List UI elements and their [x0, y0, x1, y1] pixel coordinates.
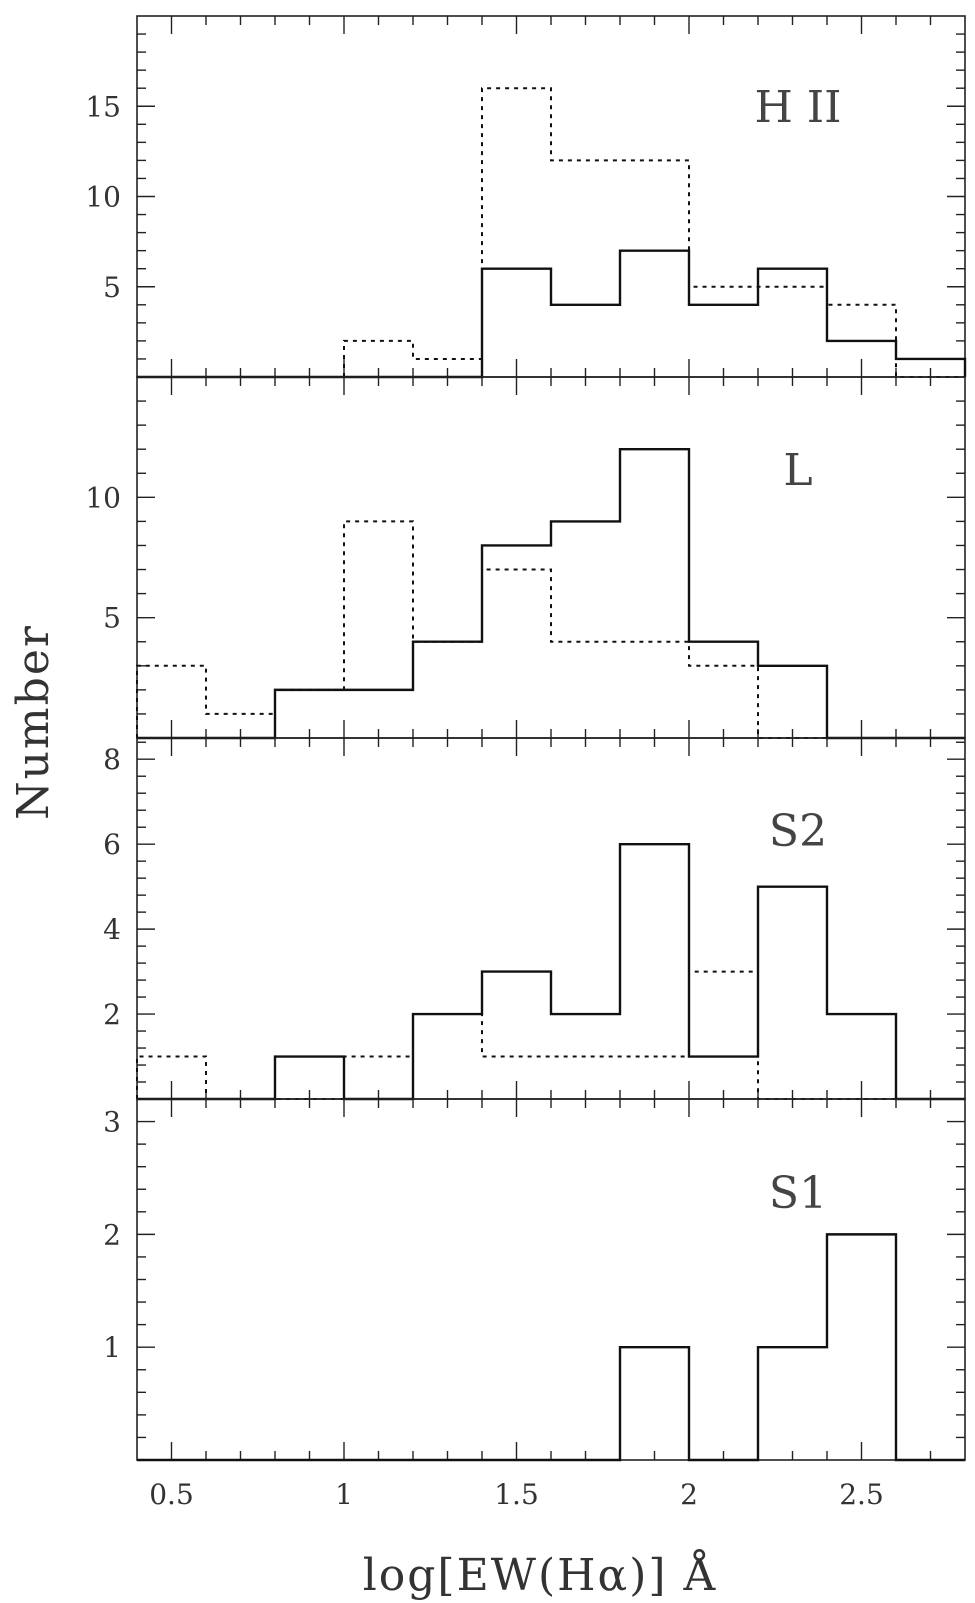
panel-label: S1: [769, 1168, 827, 1219]
panel-frame: [136, 1098, 966, 1461]
x-tick-label: 1.5: [494, 1478, 539, 1511]
x-tick-label: 1: [335, 1478, 353, 1511]
histogram-solid-series: [137, 842, 965, 1101]
histogram-dotted-series: [136, 520, 965, 739]
y-tick-label: 8: [103, 743, 121, 776]
y-axis-title: Number: [8, 624, 59, 820]
panel-label: H II: [754, 82, 841, 133]
y-tick-label: 4: [103, 913, 121, 946]
y-tick-label: 2: [103, 998, 121, 1031]
y-tick-label: 15: [85, 90, 121, 123]
histogram-solid-series: [137, 1233, 965, 1462]
panel-label: L: [783, 445, 812, 496]
y-tick-label: 3: [103, 1106, 121, 1139]
panel-label: S2: [769, 806, 827, 857]
panel-frame: [136, 15, 966, 378]
x-axis-title: log[EW(Hα)] Å: [363, 1548, 718, 1601]
y-tick-label: 5: [103, 271, 121, 304]
y-tick-label: 6: [103, 828, 121, 861]
y-tick-label: 2: [103, 1218, 121, 1251]
panels-group: 5 10 15 H II 5 10 L 2 4 6 8 S2 1 2 3 0.5 1 1.5 2 2.5 S1: [85, 15, 967, 1511]
x-tick-label: 2: [680, 1478, 698, 1511]
y-tick-label: 5: [103, 602, 121, 635]
x-tick-label: 0.5: [149, 1478, 194, 1511]
x-tick-label: 2.5: [839, 1478, 884, 1511]
histogram-solid-series: [137, 249, 967, 379]
panel-frame: [136, 376, 966, 739]
y-tick-label: 10: [85, 181, 121, 214]
y-tick-label: 10: [85, 481, 121, 514]
y-tick-label: 1: [103, 1331, 121, 1364]
histogram-dotted-series: [137, 87, 965, 378]
histogram-solid-series: [137, 448, 965, 740]
panel-frame: [136, 737, 966, 1100]
